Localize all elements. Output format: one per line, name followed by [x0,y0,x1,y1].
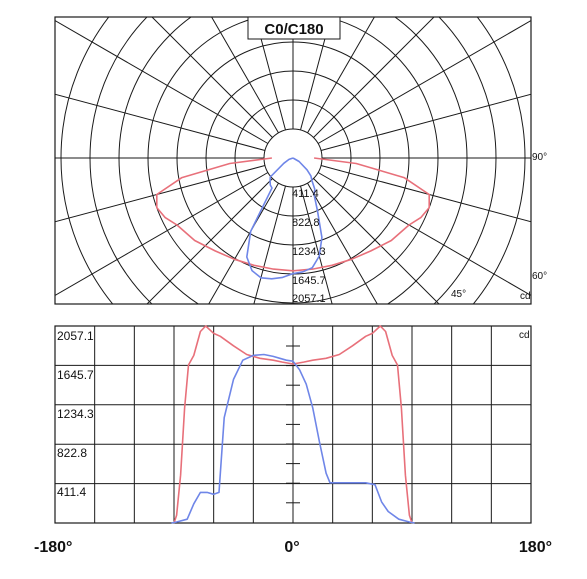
polar-radial-label: 1645.7 [292,275,326,287]
linear-grid [55,325,531,523]
x-tick-label-right: 180° [519,539,552,556]
polar-spoke [146,178,273,304]
polar-spoke [317,20,531,144]
polar-unit-label: cd [520,291,531,302]
y-tick-label: 2057.1 [57,329,94,343]
linear-diagram: 2057.1 1645.7 1234.3 822.8 411.4 cd -180… [34,325,552,556]
polar-spoke [307,182,378,304]
y-tick-label: 1234.3 [57,407,94,421]
polar-angle-label-45: 45° [451,289,466,300]
polar-title: C0/C180 [264,21,323,38]
polar-spoke [208,182,279,304]
polar-spoke [211,17,279,134]
linear-unit-label: cd [519,330,530,341]
polar-curves [156,157,431,280]
polar-spoke [307,17,375,134]
polar-curve-c0-c180 [156,157,431,272]
linear-curve-c90-c270 [171,353,415,524]
polar-curve-c90-c270 [246,157,323,280]
polar-radial-label: 2057.1 [292,293,326,305]
polar-spoke [254,17,286,131]
y-tick-label: 822.8 [57,446,87,460]
linear-curve-c0-c180 [173,325,413,524]
polar-spoke [55,165,266,223]
y-tick-label: 411.4 [57,485,86,499]
polar-spoke [313,17,435,138]
polar-radial-label: 822.8 [292,217,320,229]
polar-angle-label-60: 60° [532,271,547,282]
polar-radial-label: 411.4 [292,188,319,200]
y-tick-label: 1645.7 [57,368,94,382]
polar-spoke [55,93,266,151]
x-tick-label-center: 0° [284,539,299,556]
polar-spoke [320,93,531,151]
polar-radial-label: 1234.3 [292,246,326,258]
polar-spoke [300,185,333,304]
polar-spoke [313,178,440,304]
polar-grid [55,17,531,304]
polar-radial-labels: 411.4 822.8 1234.3 1645.7 2057.1 [292,188,326,305]
polar-spoke [317,172,531,296]
linear-curves [171,325,415,524]
linear-y-tick-labels: 2057.1 1645.7 1234.3 822.8 411.4 [57,329,94,499]
polar-spoke [55,172,269,296]
polar-diagram: C0/C180 411.4 822.8 1234.3 1645.7 2057.1… [54,16,547,305]
polar-title-box [247,16,341,40]
polar-spoke [300,17,332,131]
polar-spoke [253,185,286,304]
polar-angle-label-90: 90° [532,152,547,163]
polar-spoke [320,165,531,223]
polar-spoke [55,20,269,144]
polar-spoke [151,17,273,138]
x-tick-label-left: -180° [34,539,72,556]
